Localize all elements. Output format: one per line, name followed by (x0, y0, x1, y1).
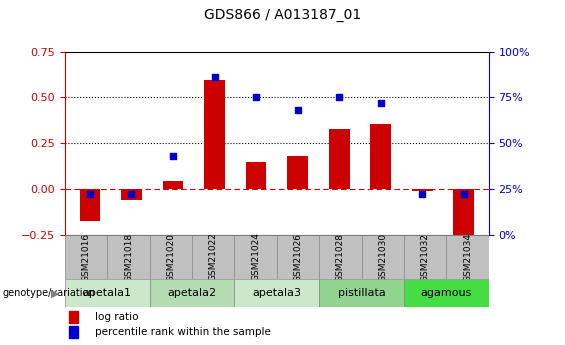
Text: GDS866 / A013187_01: GDS866 / A013187_01 (204, 8, 361, 22)
Text: genotype/variation: genotype/variation (3, 288, 95, 298)
Text: apetala2: apetala2 (168, 288, 216, 298)
Text: pistillata: pistillata (338, 288, 385, 298)
Text: log ratio: log ratio (95, 312, 138, 322)
Bar (65, 235, 107, 279)
Bar (121, 189, 142, 200)
Bar (234, 279, 319, 307)
Point (210, 75, 219, 80)
Bar (370, 124, 391, 189)
Bar (446, 235, 489, 279)
Text: apetala1: apetala1 (83, 288, 132, 298)
Bar (150, 279, 234, 307)
Bar (287, 156, 308, 189)
Text: GSM21022: GSM21022 (209, 233, 218, 282)
Bar (234, 235, 277, 279)
Bar (404, 235, 446, 279)
Text: GSM21020: GSM21020 (167, 233, 175, 282)
Bar (192, 235, 234, 279)
Bar (246, 162, 267, 189)
Bar (204, 80, 225, 189)
Bar (362, 235, 404, 279)
Text: GSM21018: GSM21018 (124, 233, 133, 282)
Bar (412, 189, 433, 191)
Point (127, 191, 136, 197)
Bar (69, 326, 78, 338)
Bar (107, 235, 150, 279)
Point (168, 153, 177, 159)
Point (376, 100, 385, 106)
Text: GSM21016: GSM21016 (82, 233, 90, 282)
Text: GSM21024: GSM21024 (251, 233, 260, 282)
Point (293, 108, 302, 113)
Text: GSM21026: GSM21026 (294, 233, 302, 282)
Text: GSM21032: GSM21032 (421, 233, 429, 282)
Point (85, 191, 94, 197)
Point (334, 95, 344, 100)
Text: GSM21030: GSM21030 (379, 233, 387, 282)
Bar (319, 279, 404, 307)
Bar (163, 181, 184, 189)
Point (418, 191, 427, 197)
Text: agamous: agamous (421, 288, 472, 298)
Bar (65, 279, 150, 307)
Bar (277, 235, 319, 279)
Text: ▶: ▶ (51, 288, 59, 298)
Bar (319, 235, 362, 279)
Text: percentile rank within the sample: percentile rank within the sample (95, 327, 271, 337)
Text: GSM21034: GSM21034 (463, 233, 472, 282)
Bar (329, 129, 350, 189)
Bar (69, 310, 78, 323)
Bar (404, 279, 489, 307)
Bar (80, 189, 101, 221)
Text: GSM21028: GSM21028 (336, 233, 345, 282)
Bar (150, 235, 192, 279)
Text: apetala3: apetala3 (253, 288, 301, 298)
Point (251, 95, 260, 100)
Point (459, 191, 468, 197)
Bar (453, 189, 474, 240)
